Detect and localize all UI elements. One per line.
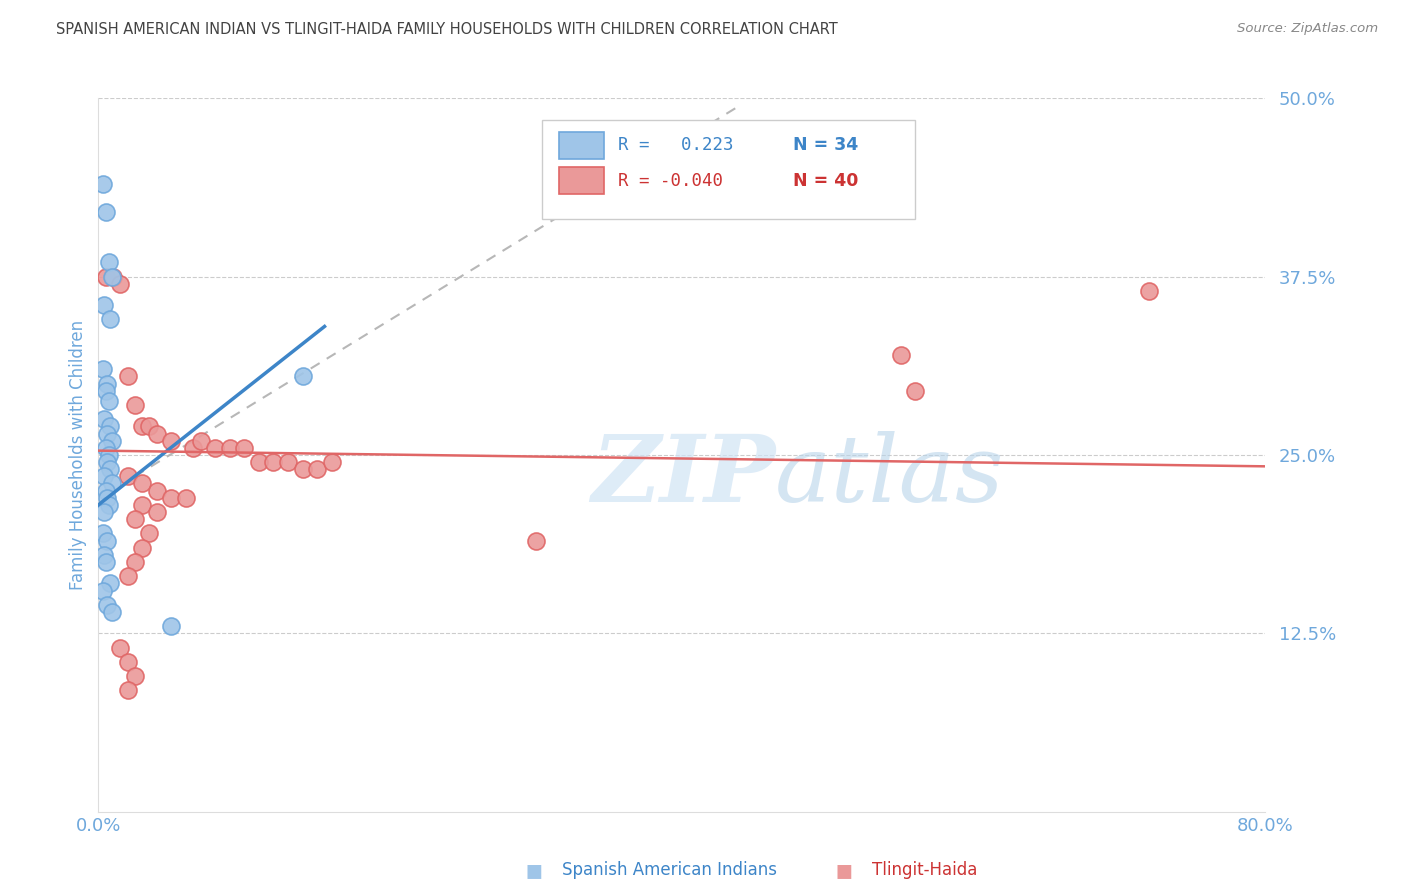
Point xyxy=(96,455,118,469)
Point xyxy=(110,640,132,655)
Point xyxy=(204,441,226,455)
Bar xyxy=(560,132,603,159)
Point xyxy=(131,498,153,512)
Point xyxy=(321,455,343,469)
Point xyxy=(146,483,169,498)
Point xyxy=(101,269,124,284)
Text: R = -0.040: R = -0.040 xyxy=(617,172,723,190)
Point xyxy=(131,419,153,434)
Point xyxy=(91,526,114,541)
Point xyxy=(160,619,183,633)
Point xyxy=(124,669,146,683)
Point xyxy=(233,441,256,455)
Point xyxy=(160,491,183,505)
Point xyxy=(91,583,114,598)
Point xyxy=(98,576,121,591)
Point xyxy=(96,533,118,548)
Point xyxy=(524,533,547,548)
Point xyxy=(174,491,197,505)
Point xyxy=(93,548,115,562)
Point xyxy=(100,605,122,619)
Point xyxy=(904,384,927,398)
Point xyxy=(146,505,169,519)
Point xyxy=(100,434,122,448)
Point xyxy=(94,555,117,569)
Text: N = 34: N = 34 xyxy=(793,136,858,154)
Y-axis label: Family Households with Children: Family Households with Children xyxy=(69,320,87,590)
Point xyxy=(98,419,121,434)
Point xyxy=(307,462,329,476)
Text: ▪: ▪ xyxy=(834,855,853,884)
FancyBboxPatch shape xyxy=(541,120,915,219)
Point xyxy=(91,362,114,376)
Point xyxy=(100,269,122,284)
Point xyxy=(124,555,146,569)
Point xyxy=(93,469,115,483)
Point xyxy=(97,448,120,462)
Point xyxy=(93,505,115,519)
Point xyxy=(117,569,139,583)
Text: Tlingit-Haida: Tlingit-Haida xyxy=(872,861,977,879)
Point xyxy=(117,469,139,483)
Point xyxy=(131,541,153,555)
Point xyxy=(160,434,183,448)
Point xyxy=(124,512,146,526)
Point xyxy=(890,348,912,362)
Point xyxy=(97,498,120,512)
Point xyxy=(94,483,117,498)
Point xyxy=(247,455,270,469)
Text: R =   0.223: R = 0.223 xyxy=(617,136,733,154)
Point xyxy=(131,476,153,491)
Point xyxy=(291,462,314,476)
Point xyxy=(93,298,115,312)
Point xyxy=(94,441,117,455)
Point xyxy=(138,419,160,434)
Point xyxy=(262,455,284,469)
Point xyxy=(97,255,120,269)
Point xyxy=(117,655,139,669)
Text: Spanish American Indians: Spanish American Indians xyxy=(562,861,778,879)
Point xyxy=(181,441,204,455)
Text: SPANISH AMERICAN INDIAN VS TLINGIT-HAIDA FAMILY HOUSEHOLDS WITH CHILDREN CORRELA: SPANISH AMERICAN INDIAN VS TLINGIT-HAIDA… xyxy=(56,22,838,37)
Point xyxy=(91,177,114,191)
Point xyxy=(277,455,299,469)
Point xyxy=(117,369,139,384)
Point xyxy=(98,312,121,326)
Point xyxy=(117,683,139,698)
Point xyxy=(96,598,118,612)
Point xyxy=(93,412,115,426)
Point xyxy=(138,526,160,541)
Point xyxy=(124,398,146,412)
Point xyxy=(218,441,240,455)
Point xyxy=(1137,284,1160,298)
Point xyxy=(97,393,120,408)
Point xyxy=(94,384,117,398)
Bar xyxy=(560,168,603,194)
Text: Source: ZipAtlas.com: Source: ZipAtlas.com xyxy=(1237,22,1378,36)
Point xyxy=(96,491,118,505)
Point xyxy=(96,426,118,441)
Point xyxy=(110,277,132,291)
Point xyxy=(98,462,121,476)
Point xyxy=(94,269,117,284)
Point xyxy=(100,476,122,491)
Text: ZIP: ZIP xyxy=(591,432,775,521)
Text: N = 40: N = 40 xyxy=(793,172,858,190)
Text: atlas: atlas xyxy=(775,432,1005,521)
Point xyxy=(94,205,117,219)
Point xyxy=(146,426,169,441)
Point xyxy=(96,376,118,391)
Point xyxy=(190,434,212,448)
Point xyxy=(291,369,314,384)
Text: ▪: ▪ xyxy=(524,855,544,884)
